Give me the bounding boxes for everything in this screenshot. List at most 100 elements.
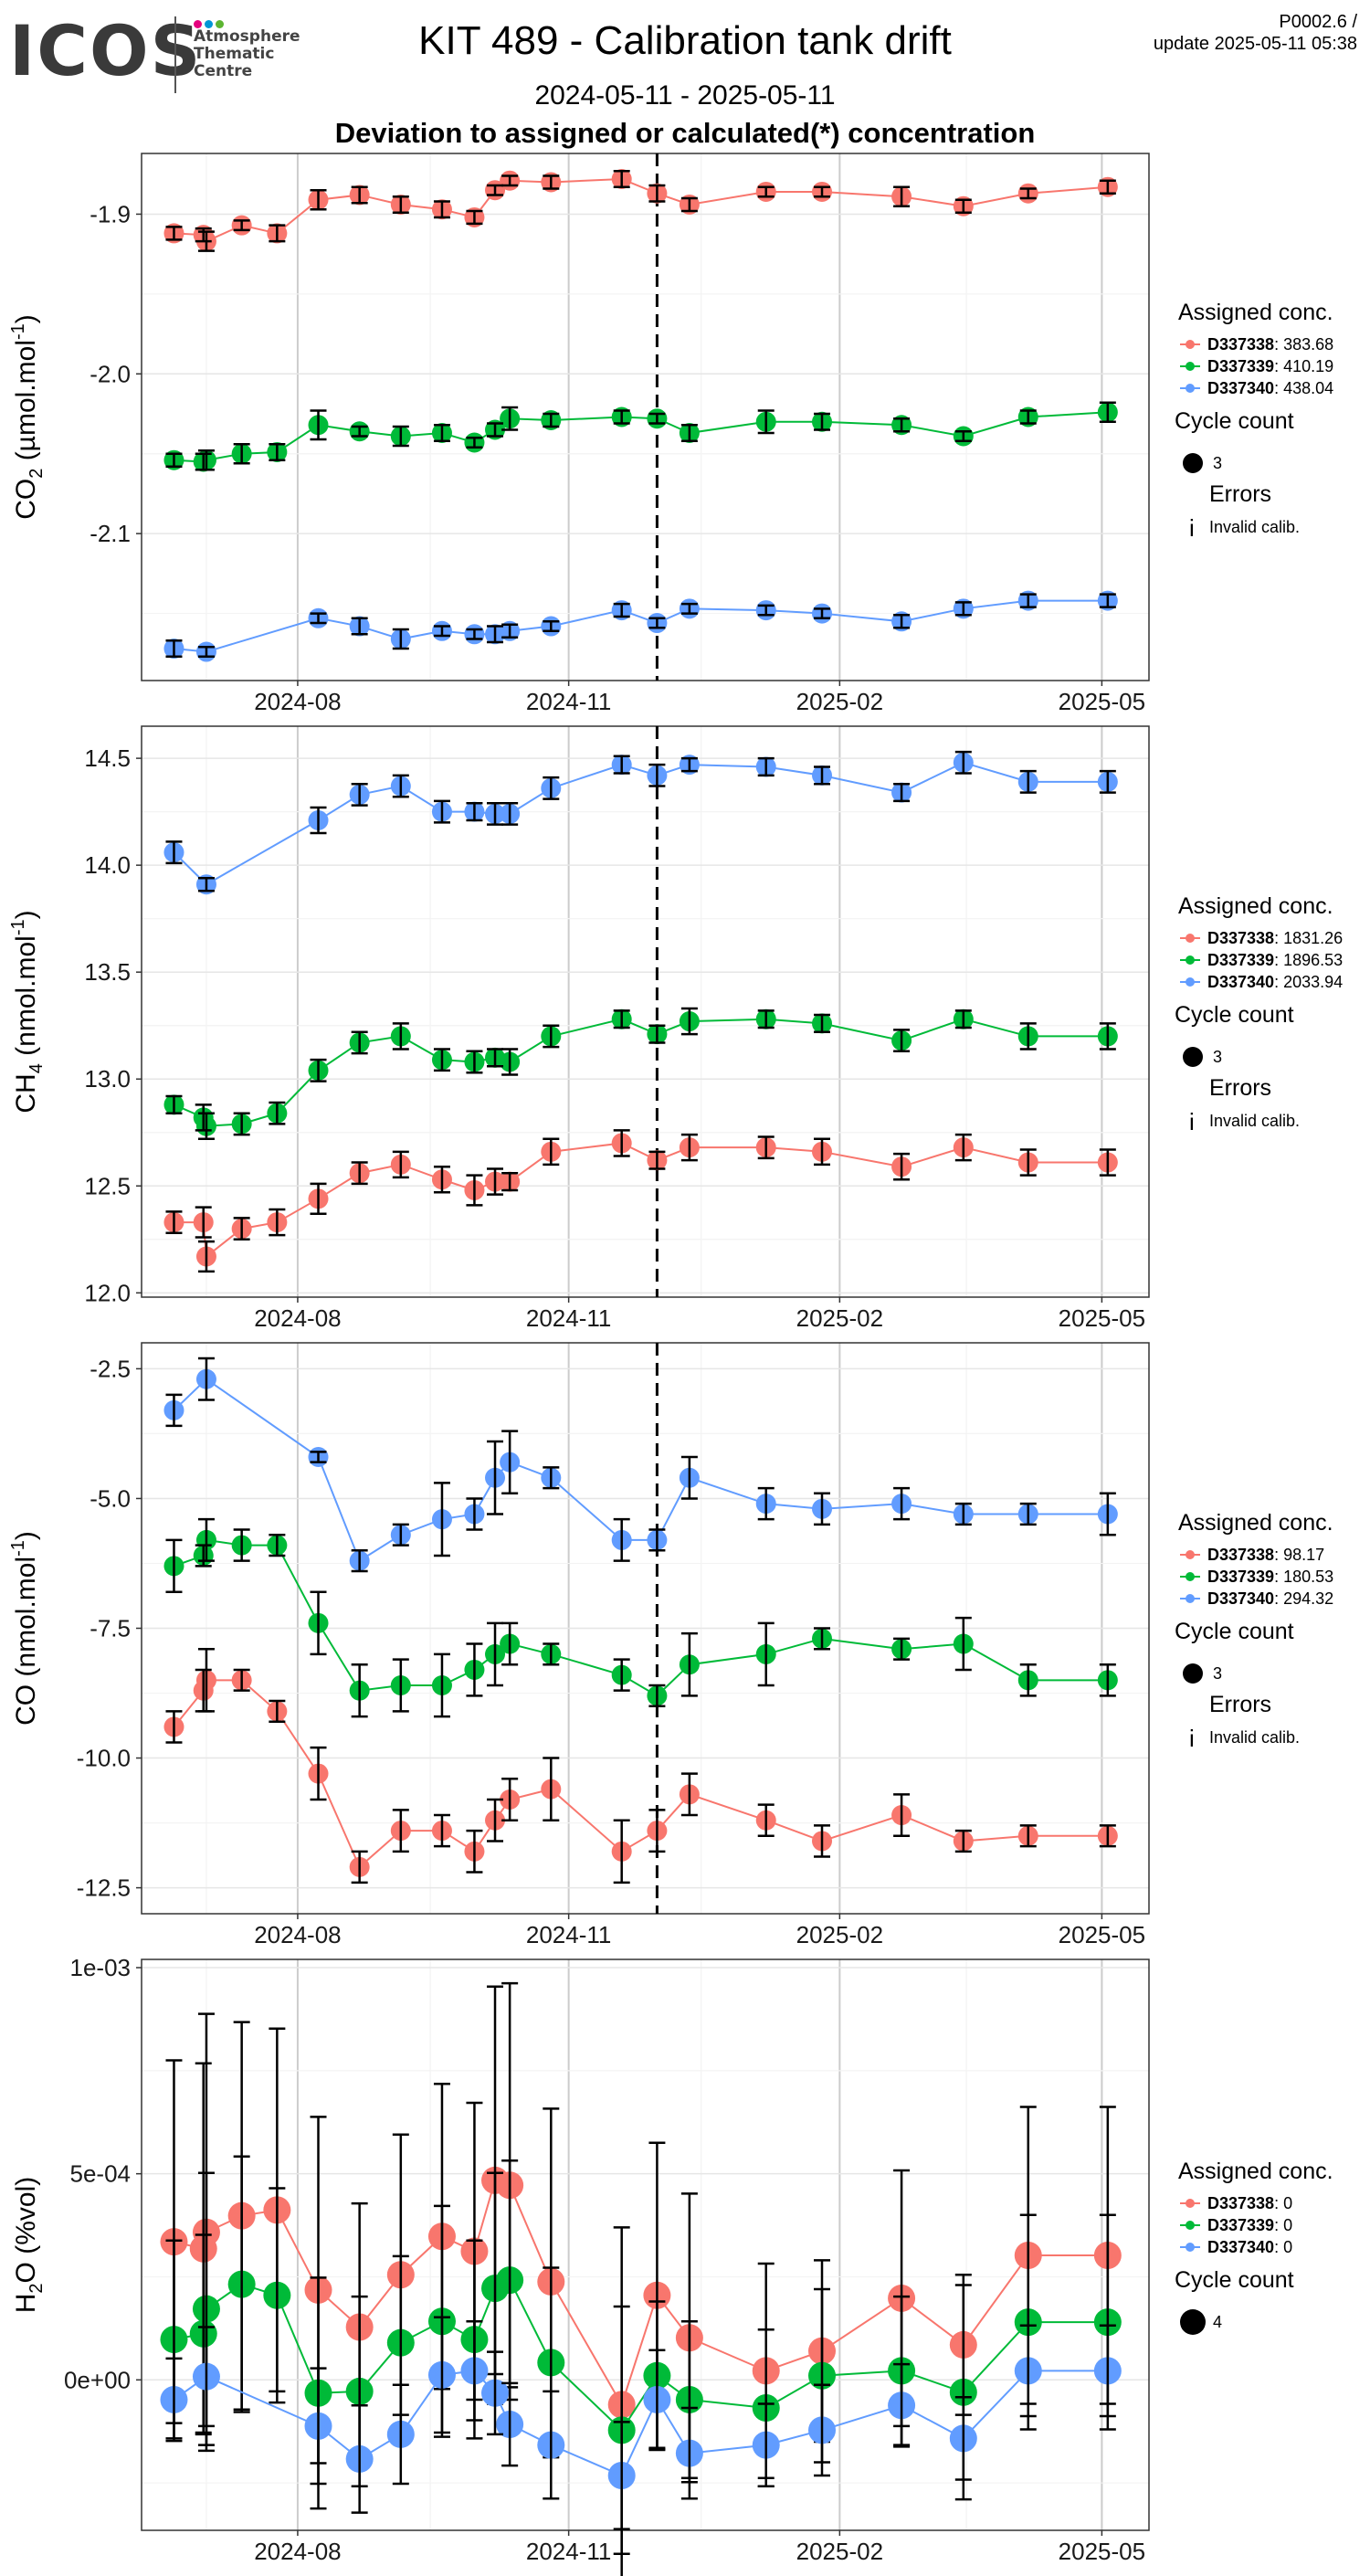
legend-errors-symbol: i	[1189, 1108, 1195, 1135]
series-D337339	[163, 1007, 1118, 1141]
series-D337340	[163, 1357, 1118, 1573]
legend-cycle-title: Cycle count	[1175, 2267, 1294, 2293]
y-tick-label: 12.0	[84, 1279, 131, 1306]
y-axis-label-part: 2	[26, 2283, 47, 2293]
legend-entry-name: D337339	[1207, 1568, 1274, 1586]
series-D337339	[163, 401, 1118, 472]
legend-cycle-dot	[1180, 2309, 1206, 2335]
y-tick-label: -7.5	[90, 1615, 131, 1642]
chart-panel-4: 2024-08 2024-11 2025-02 2025-05 1e-03 5e-04 0e…	[11, 1954, 1150, 2576]
y-axis-label-part: CH	[11, 1073, 41, 1113]
y-axis-label-part: (nmol.mol	[11, 935, 41, 1063]
legend-key-dot	[1186, 977, 1195, 987]
y-axis-label: H2O (%vol)	[11, 2177, 47, 2313]
y-axis-label-part: )	[11, 910, 41, 919]
legend-key-dot	[1186, 1550, 1195, 1559]
y-tick-label: -12.5	[77, 1874, 131, 1902]
x-tick-label: 2024-08	[254, 2538, 341, 2565]
x-tick-label: 2025-05	[1059, 2538, 1145, 2565]
x-tick-label: 2024-11	[526, 2538, 612, 2565]
y-axis-label-part: CO	[11, 1684, 41, 1726]
y-tick-label: 14.0	[84, 851, 131, 879]
logo-sub-line-1: Atmosphere	[194, 27, 300, 46]
legend-entry-value: : 180.53	[1274, 1568, 1333, 1586]
legend-errors-symbol: i	[1189, 514, 1195, 542]
x-tick-label: 2024-08	[254, 1921, 341, 1948]
legend-cycle-title: Cycle count	[1175, 408, 1294, 434]
series-D337339	[163, 1517, 1118, 1718]
y-tick-label: 13.0	[84, 1065, 131, 1093]
series-line	[173, 1378, 1108, 1563]
series-D337340	[163, 750, 1118, 895]
x-tick-label: 2024-08	[254, 1304, 341, 1332]
legend-errors-symbol: i	[1189, 1725, 1195, 1752]
x-tick-label: 2025-02	[796, 1304, 883, 1332]
y-tick-label: -2.1	[90, 520, 131, 547]
x-tick-label: 2025-02	[796, 688, 883, 715]
legend-cycle-value: 3	[1213, 1664, 1222, 1683]
legend-key-dot	[1186, 2199, 1195, 2208]
chart-panel-2: 2024-08 2024-11 2025-02 2025-05 14.5 14.0 13.5…	[8, 725, 1150, 1332]
y-axis-label-part: -1	[8, 919, 28, 935]
legend-entry-value: : 0	[1274, 2238, 1292, 2256]
y-axis-label-part: O (%vol)	[11, 2177, 41, 2284]
legend-cycle-dot	[1183, 1047, 1203, 1067]
y-axis-label-part: 4	[26, 1063, 47, 1073]
legend-errors-label: Invalid calib.	[1209, 1112, 1300, 1130]
y-axis-label: CO (nmol.mol-1)	[8, 1531, 41, 1726]
chart-panel-3: 2024-08 2024-11 2025-02 2025-05 -2.5 -5.0 -7.5…	[8, 1342, 1150, 1948]
legend-entry: D337339: 180.53	[1207, 1568, 1333, 1586]
legend-cycle-value: 4	[1213, 2313, 1222, 2331]
x-tick-label: 2025-05	[1059, 1304, 1145, 1332]
y-tick-label: -10.0	[77, 1745, 131, 1772]
legend-entry: D337340: 294.32	[1207, 1589, 1333, 1608]
legend-entry-name: D337339	[1207, 357, 1274, 375]
version-line-1: P0002.6 /	[1279, 12, 1357, 32]
y-axis-label-part: -1	[8, 1540, 28, 1557]
legend-entry-value: : 1831.26	[1274, 929, 1343, 947]
legend-entry-name: D337340	[1207, 379, 1274, 397]
legend-key-dot	[1186, 2243, 1195, 2252]
series-D337338	[163, 168, 1118, 252]
y-tick-label: 5e-04	[70, 2160, 132, 2188]
x-tick-label: 2025-05	[1059, 1921, 1145, 1948]
legend-key-dot	[1186, 362, 1195, 371]
legend-entry-value: : 438.04	[1274, 379, 1333, 397]
legend-entry: D337338: 383.68	[1207, 335, 1333, 354]
legend-errors-title: Errors	[1209, 1692, 1271, 1717]
logo-divider	[174, 16, 176, 93]
chart-subtitle: Deviation to assigned or calculated(*) c…	[334, 117, 1036, 149]
x-tick-label: 2025-02	[796, 2538, 883, 2565]
legend-cycle-dot	[1183, 1663, 1203, 1684]
legend-cycle-value: 3	[1213, 454, 1222, 472]
legend-entry-value: : 2033.94	[1274, 973, 1343, 991]
y-axis-label-part: )	[11, 1531, 41, 1540]
legend-key-dot	[1186, 340, 1195, 349]
logo-sub-line-3: Centre	[194, 62, 253, 80]
legend-cycle-title: Cycle count	[1175, 1619, 1294, 1644]
series-D337338	[160, 1981, 1122, 2576]
y-tick-label: -2.0	[90, 360, 131, 387]
legend-entry-name: D337338	[1207, 1546, 1274, 1564]
legend-entry-value: : 383.68	[1274, 335, 1333, 354]
legend-cycle-title: Cycle count	[1175, 1002, 1294, 1028]
series-D337340	[160, 2316, 1122, 2530]
version-info: P0002.6 / update 2025-05-11 05:38	[1154, 11, 1357, 55]
legend-key-dot	[1186, 384, 1195, 393]
series-line	[173, 1679, 1108, 1869]
legend-key-dot	[1186, 955, 1195, 965]
y-axis-label-part: H	[11, 2294, 41, 2314]
legend-entry-name: D337340	[1207, 2238, 1274, 2256]
y-axis-label: CO2 (µmol.mol-1)	[8, 314, 47, 520]
logo-dot-blue	[205, 20, 213, 28]
y-tick-label: 0e+00	[64, 2366, 131, 2393]
legend-title: Assigned conc.	[1178, 300, 1333, 325]
legend-errors-label: Invalid calib.	[1209, 518, 1300, 536]
y-tick-label: 14.5	[84, 744, 131, 772]
page-title: KIT 489 - Calibration tank drift	[418, 18, 952, 63]
legend-entry: D337340: 2033.94	[1207, 973, 1343, 991]
legend-entry: D337338: 98.17	[1207, 1546, 1324, 1564]
legend-entry: D337339: 0	[1207, 2216, 1292, 2234]
y-axis-label-part: CO	[11, 479, 41, 520]
